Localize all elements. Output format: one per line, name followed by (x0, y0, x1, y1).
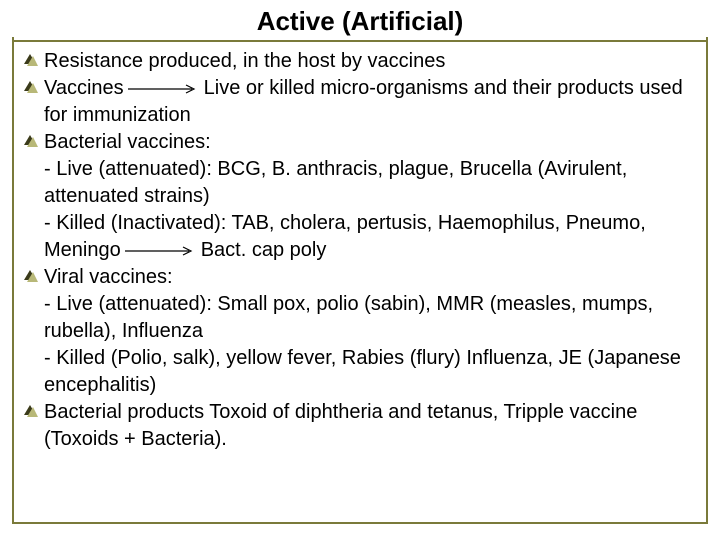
bullet-icon (24, 129, 44, 147)
list-item-text: - Killed (Inactivated): TAB, cholera, pe… (44, 210, 704, 264)
list-item: Resistance produced, in the host by vacc… (24, 48, 704, 75)
list-item: - Live (attenuated): BCG, B. anthracis, … (24, 156, 704, 210)
bullet-icon (24, 399, 44, 417)
bullet-icon (24, 264, 44, 282)
list-item: - Killed (Inactivated): TAB, cholera, pe… (24, 210, 704, 264)
list-item-text: Viral vaccines: (44, 264, 704, 291)
list-item-text: - Live (attenuated): Small pox, polio (s… (44, 291, 704, 345)
list-item: Bacterial products Toxoid of diphtheria … (24, 399, 704, 453)
list-item: - Killed (Polio, salk), yellow fever, Ra… (24, 345, 704, 399)
list-item-text: VaccinesLive or killed micro-organisms a… (44, 75, 704, 129)
list-item: Viral vaccines: (24, 264, 704, 291)
slide-title: Active (Artificial) (0, 6, 720, 37)
bullet-icon (24, 345, 44, 351)
arrow-icon (128, 84, 200, 94)
list-item: VaccinesLive or killed micro-organisms a… (24, 75, 704, 129)
slide-body: Resistance produced, in the host by vacc… (24, 48, 704, 453)
bullet-icon (24, 291, 44, 297)
list-item-text: - Live (attenuated): BCG, B. anthracis, … (44, 156, 704, 210)
bullet-icon (24, 210, 44, 216)
list-item: Bacterial vaccines: (24, 129, 704, 156)
list-item: - Live (attenuated): Small pox, polio (s… (24, 291, 704, 345)
list-item-text: Bacterial products Toxoid of diphtheria … (44, 399, 704, 453)
bullet-icon (24, 156, 44, 162)
list-item-text: - Killed (Polio, salk), yellow fever, Ra… (44, 345, 704, 399)
title-underline (12, 40, 708, 42)
arrow-icon (125, 246, 197, 256)
list-item-text: Bacterial vaccines: (44, 129, 704, 156)
bullet-icon (24, 75, 44, 93)
bullet-icon (24, 48, 44, 66)
list-item-text: Resistance produced, in the host by vacc… (44, 48, 704, 75)
